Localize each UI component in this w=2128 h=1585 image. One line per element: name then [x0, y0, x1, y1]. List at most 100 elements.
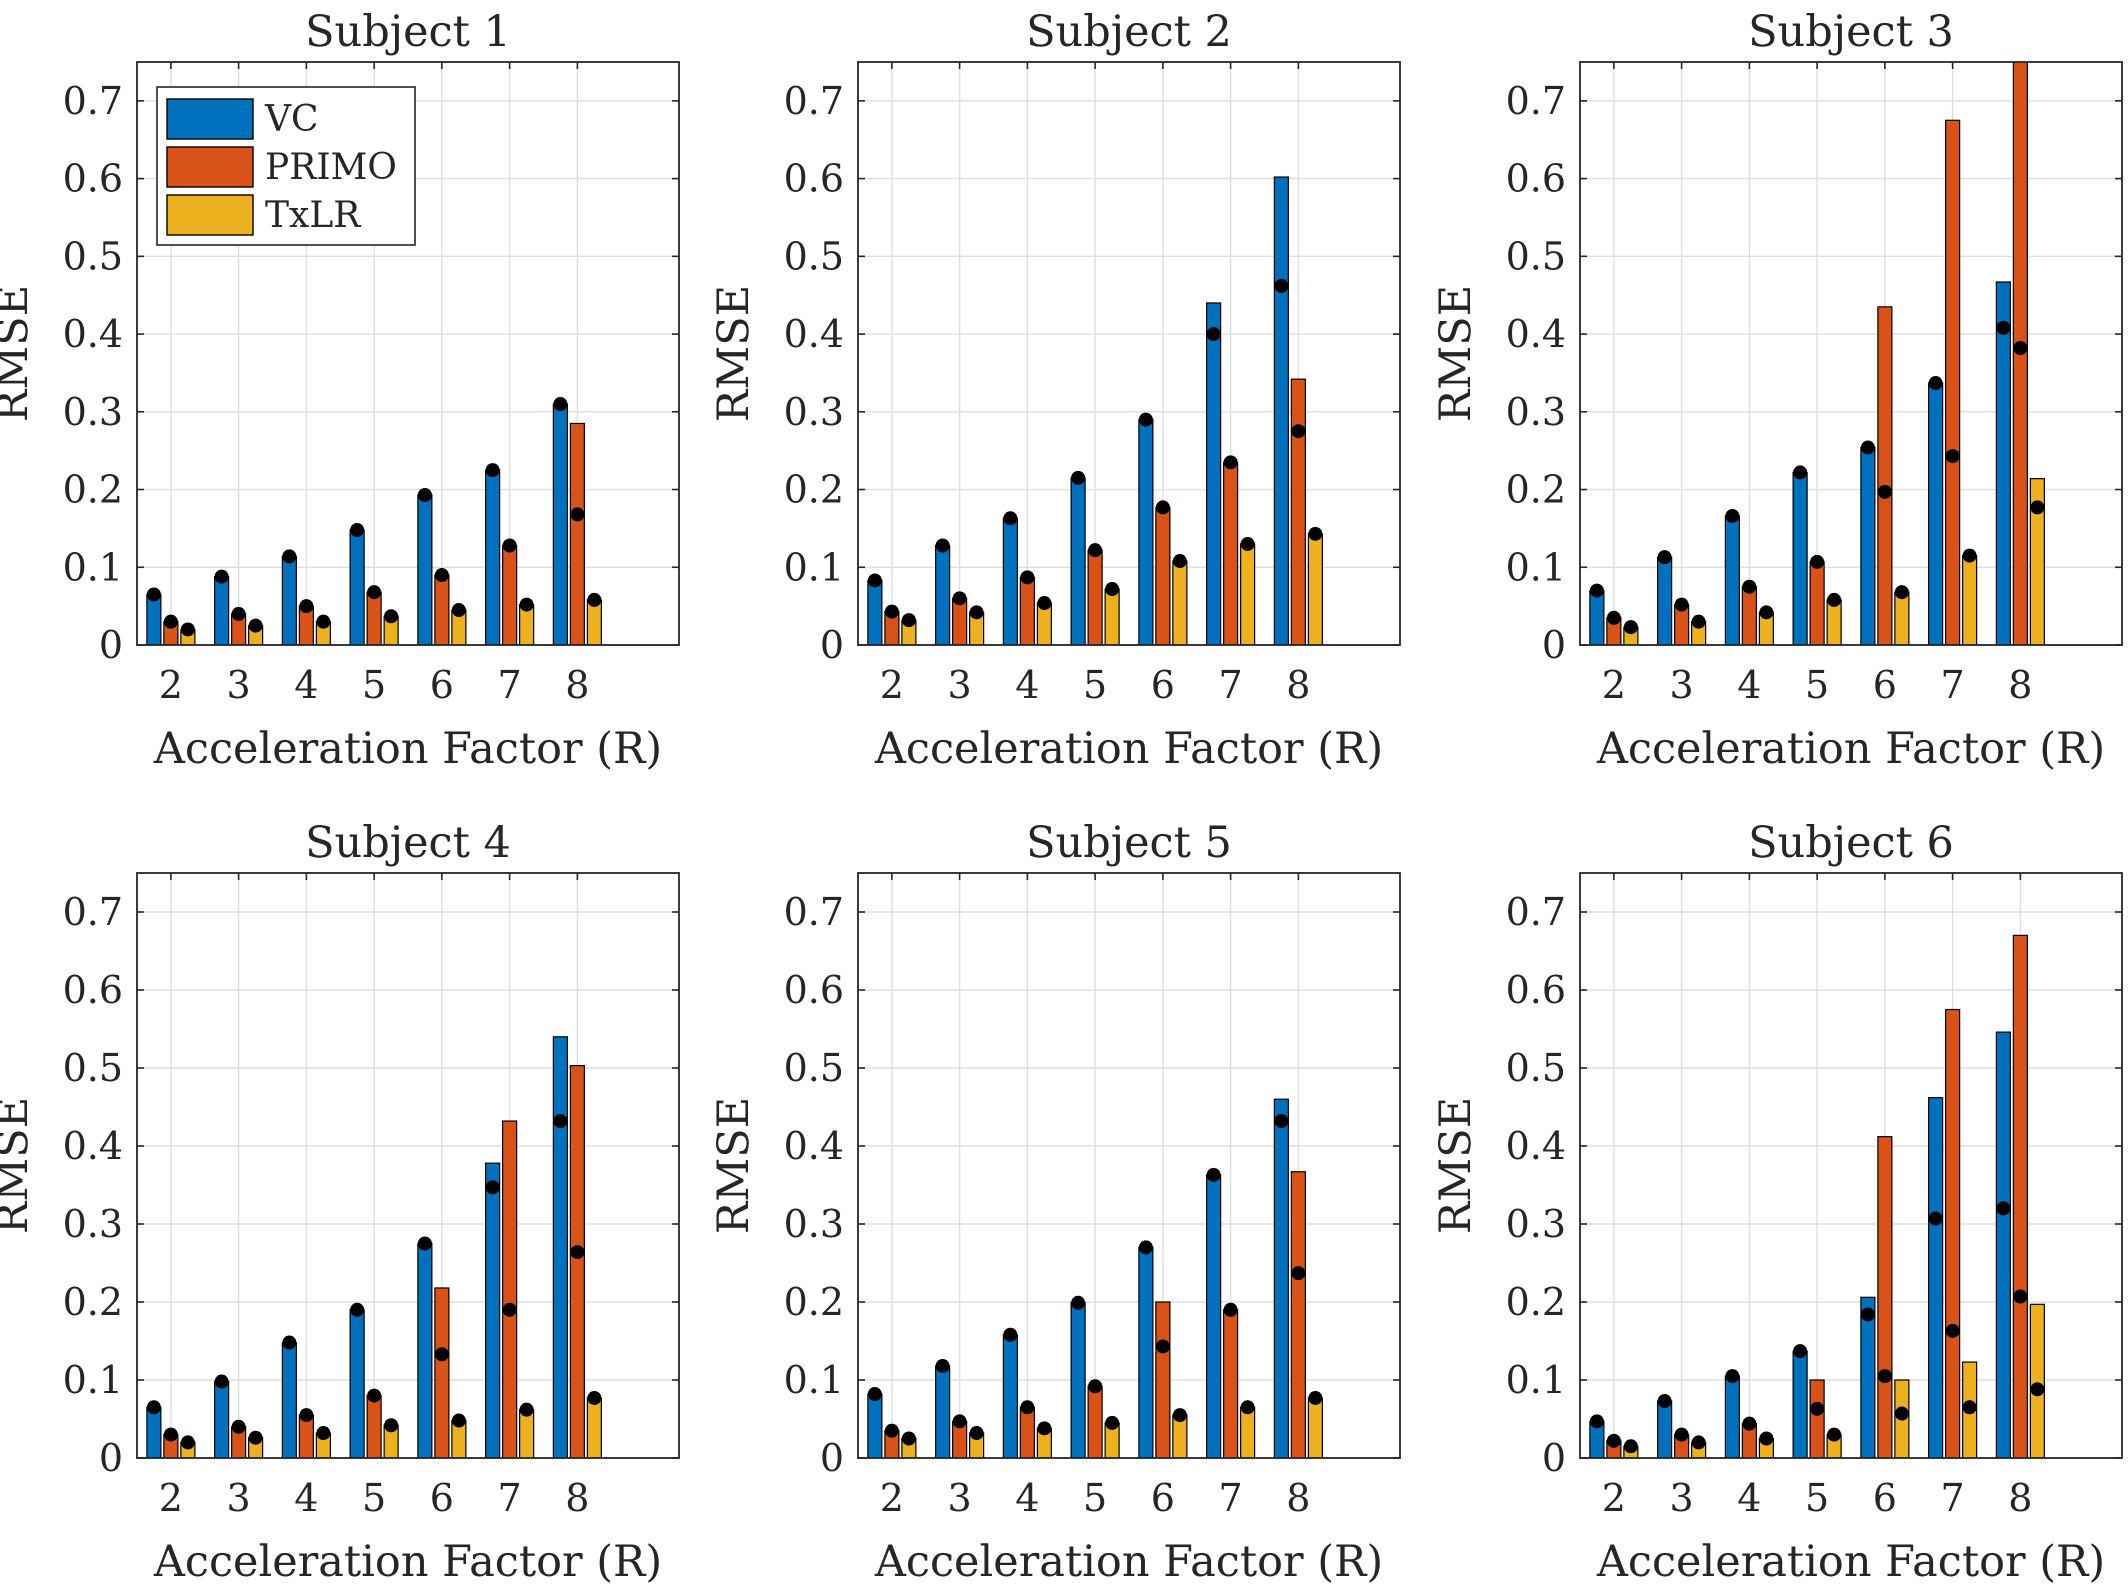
x-tick-label: 4: [294, 663, 318, 707]
marker-primo: [570, 1245, 585, 1260]
marker-txlr: [316, 614, 331, 629]
marker-txlr: [587, 1390, 602, 1405]
bar-primo: [1809, 561, 1825, 645]
marker-vc: [935, 538, 950, 553]
bar-primo: [502, 544, 518, 645]
marker-primo: [502, 1302, 517, 1317]
marker-primo: [952, 591, 967, 606]
bar-vc: [1002, 517, 1018, 645]
marker-vc: [1860, 1307, 1875, 1322]
marker-txlr: [1623, 1439, 1638, 1454]
bar-txlr: [1307, 533, 1323, 645]
marker-txlr: [519, 1402, 534, 1417]
marker-primo: [1088, 1379, 1103, 1394]
chart-title: Subject 4: [305, 818, 511, 868]
bar-vc: [1657, 1400, 1673, 1458]
y-tick-label: 0.1: [1506, 545, 1566, 589]
axes-box: [136, 61, 680, 646]
y-tick-label: 0.6: [784, 968, 844, 1012]
marker-txlr: [1172, 554, 1187, 569]
x-tick-label: 2: [159, 663, 183, 707]
subplot-5: 0 0.1 0.2 0.3 0.4 0.5 0.6 0.7 2 3 4 5 6 7 8 Subject 5 Ac…: [709, 818, 1401, 1585]
bar-primo: [1155, 1301, 1171, 1458]
marker-vc: [350, 1302, 365, 1317]
marker-vc: [214, 1374, 229, 1389]
axes-box: [1579, 872, 2123, 1459]
marker-txlr: [1759, 1431, 1774, 1446]
x-tick-label: 6: [1873, 1476, 1897, 1520]
bar-vc: [1138, 418, 1154, 645]
bar-vc: [552, 1036, 568, 1458]
bar-vc: [552, 403, 568, 645]
x-axis-label: Acceleration Factor (R): [1596, 724, 2105, 774]
y-tick-label: 0.7: [1506, 79, 1566, 123]
marker-vc: [935, 1358, 950, 1373]
marker-primo: [1877, 1369, 1892, 1384]
marker-primo: [570, 507, 585, 522]
marker-txlr: [1827, 592, 1842, 607]
y-tick-label: 0.2: [1506, 1280, 1566, 1324]
bar-primo: [1290, 378, 1306, 645]
x-tick-label: 8: [1286, 663, 1310, 707]
y-tick-label: 0.6: [784, 157, 844, 201]
x-tick-label: 2: [880, 1476, 904, 1520]
marker-vc: [1725, 508, 1740, 523]
x-tick-label: 3: [948, 663, 972, 707]
x-tick-label: 5: [1083, 663, 1107, 707]
marker-primo: [1223, 1302, 1238, 1317]
x-tick-label: 7: [1219, 1476, 1243, 1520]
marker-txlr: [1308, 1390, 1323, 1405]
marker-primo: [1810, 554, 1825, 569]
marker-primo: [231, 606, 246, 621]
x-axis-label: Acceleration Factor (R): [1596, 1537, 2105, 1585]
bar-txlr: [1104, 588, 1120, 645]
y-tick-label: 0.6: [1506, 157, 1566, 201]
marker-vc: [417, 487, 432, 502]
y-tick-label: 0.3: [63, 390, 123, 434]
bar-vc: [146, 593, 162, 645]
bar-txlr: [1240, 1406, 1256, 1458]
marker-vc: [485, 1180, 500, 1195]
marker-vc: [867, 573, 882, 588]
x-axis-label: Acceleration Factor (R): [874, 1537, 1383, 1585]
bar-vc: [1273, 176, 1289, 645]
marker-primo: [1674, 1427, 1689, 1442]
x-tick-label: 6: [1151, 1476, 1175, 1520]
y-tick-label: 0.7: [784, 890, 844, 934]
bar-vc: [417, 494, 433, 645]
y-tick-label: 0: [820, 623, 844, 667]
bar-group: [867, 176, 1323, 645]
marker-txlr: [1240, 1400, 1255, 1415]
bar-primo: [1877, 1136, 1893, 1458]
y-tick-label: 0.5: [784, 1046, 844, 1090]
marker-txlr: [519, 597, 534, 612]
marker-txlr: [2030, 500, 2045, 515]
x-tick-label: 4: [1015, 1476, 1039, 1520]
plot-area: [137, 873, 679, 1458]
y-axis-label: RMSE: [709, 1097, 759, 1234]
marker-vc: [282, 1335, 297, 1350]
marker-primo: [502, 538, 517, 553]
y-tick-label: 0.4: [1506, 1124, 1566, 1168]
marker-vc: [146, 1400, 161, 1415]
marker-vc: [214, 569, 229, 584]
subplot-3: 0 0.1 0.2 0.3 0.4 0.5 0.6 0.7 2 3 4 5 6 7 8 Subject 3 Ac…: [1431, 7, 2123, 774]
y-tick-label: 0.5: [784, 234, 844, 278]
bar-vc: [349, 529, 365, 645]
marker-primo: [1155, 500, 1170, 515]
marker-primo: [1088, 543, 1103, 558]
bar-txlr: [1307, 1397, 1323, 1458]
x-tick-label: 6: [430, 1476, 454, 1520]
marker-vc: [1928, 376, 1943, 391]
marker-primo: [2013, 341, 2028, 356]
marker-vc: [1996, 320, 2011, 335]
bar-vc: [1002, 1334, 1018, 1458]
bar-group: [1589, 934, 2045, 1458]
axes-box: [136, 872, 680, 1459]
y-tick-label: 0.2: [784, 468, 844, 512]
legend-swatch-primo: [166, 146, 254, 188]
marker-txlr: [1962, 1400, 1977, 1415]
marker-txlr: [451, 603, 466, 618]
marker-primo: [1810, 1401, 1825, 1416]
x-tick-label: 7: [498, 663, 522, 707]
